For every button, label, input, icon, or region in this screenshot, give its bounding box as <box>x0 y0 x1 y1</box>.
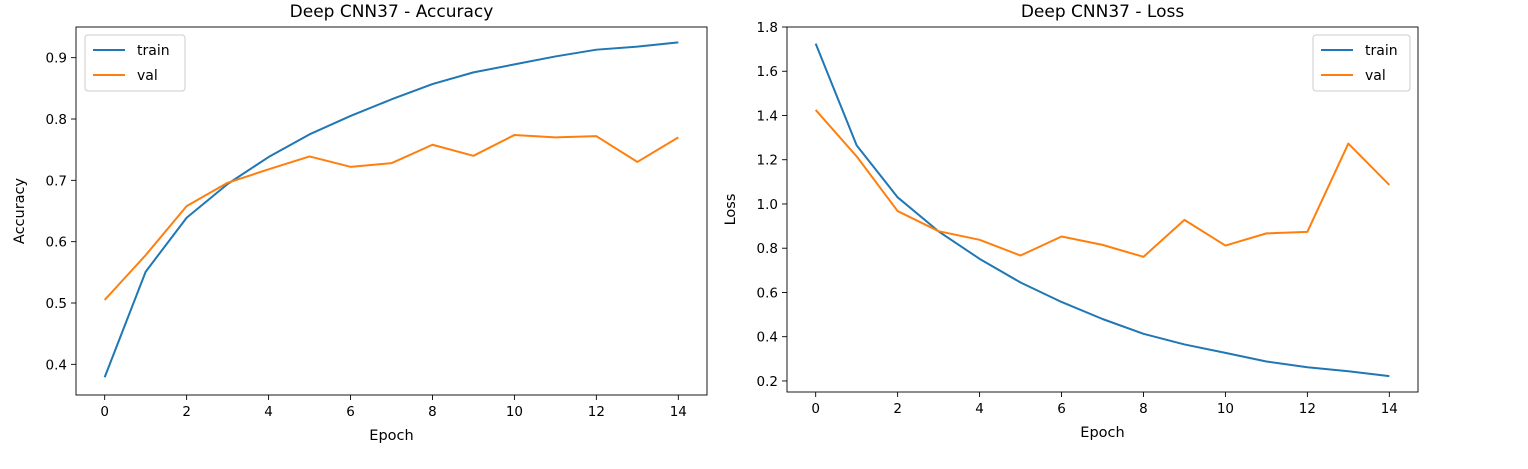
series-line-train <box>103 41 679 378</box>
x-tick-label: 0 <box>100 404 109 420</box>
y-tick-label: 1.2 <box>757 153 778 169</box>
y-tick-label: 0.6 <box>46 235 67 251</box>
legend: train val <box>84 34 186 92</box>
legend-label-val: val <box>137 68 158 84</box>
y-tick-label: 0.9 <box>46 51 67 67</box>
chart-0: Deep CNN37 - Accuracy 0 2 4 6 8 10 12 14 0.4 0.5 0.… <box>12 2 708 444</box>
legend-label-train: train <box>1365 43 1398 59</box>
legend-box <box>84 34 186 92</box>
series-line-val <box>103 133 679 301</box>
plot-frame <box>75 26 708 396</box>
y-tick-label: 0.4 <box>757 330 778 346</box>
x-axis-label: Epoch <box>1080 425 1124 441</box>
x-tick-label: 12 <box>1299 401 1316 417</box>
x-tick-label: 4 <box>975 401 984 417</box>
x-tick-label: 4 <box>264 404 273 420</box>
y-tick-label: 0.7 <box>46 173 67 189</box>
legend-label-train: train <box>137 43 170 59</box>
chart-title: Deep CNN37 - Accuracy <box>290 2 494 22</box>
y-tick-label: 1.0 <box>757 197 778 213</box>
legend-label-val: val <box>1365 68 1386 84</box>
x-tick-label: 2 <box>182 404 191 420</box>
x-axis-label: Epoch <box>369 428 413 444</box>
chart-title: Deep CNN37 - Loss <box>1021 2 1185 22</box>
x-tick-label: 2 <box>893 401 902 417</box>
x-tick-label: 8 <box>1139 401 1148 417</box>
y-tick-label: 1.6 <box>757 64 778 80</box>
series-line-train <box>814 43 1390 378</box>
y-tick-label: 1.4 <box>757 108 778 124</box>
x-tick-label: 6 <box>1057 401 1066 417</box>
x-tick-label: 14 <box>1381 401 1398 417</box>
chart-1: Deep CNN37 - Loss 0 2 4 6 8 10 12 14 0.2 0.4 0.6 0.8… <box>723 2 1419 441</box>
x-tick-label: 14 <box>670 404 687 420</box>
y-tick-label: 0.5 <box>46 296 67 312</box>
x-tick-label: 0 <box>811 401 820 417</box>
x-tick-label: 8 <box>428 404 437 420</box>
series-line-val <box>814 109 1391 258</box>
y-tick-label: 0.8 <box>757 241 778 257</box>
x-tick-label: 10 <box>506 404 523 420</box>
y-axis-label: Loss <box>723 194 739 226</box>
plot-frame <box>786 26 1419 393</box>
y-tick-label: 0.4 <box>46 357 67 373</box>
x-tick-label: 10 <box>1217 401 1234 417</box>
y-tick-label: 0.8 <box>46 112 67 128</box>
y-tick-label: 1.8 <box>757 20 778 36</box>
legend: train val <box>1312 34 1411 92</box>
y-tick-label: 0.6 <box>757 285 778 301</box>
x-tick-label: 12 <box>588 404 605 420</box>
x-tick-label: 6 <box>346 404 355 420</box>
y-tick-label: 0.2 <box>757 374 778 390</box>
y-axis-label: Accuracy <box>12 177 28 244</box>
